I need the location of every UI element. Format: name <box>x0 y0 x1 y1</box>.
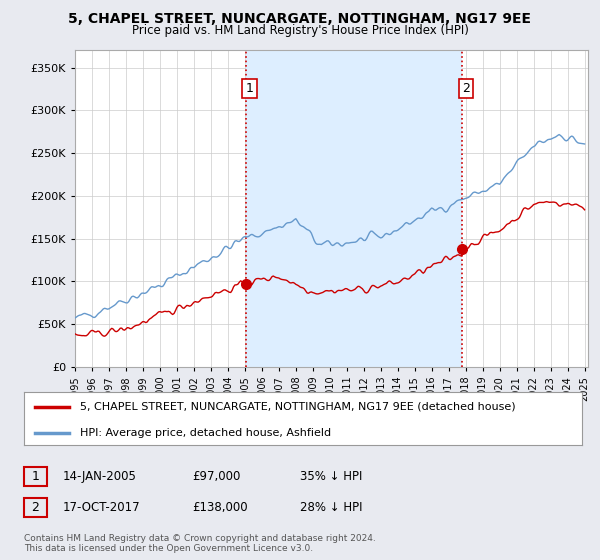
Text: Contains HM Land Registry data © Crown copyright and database right 2024.
This d: Contains HM Land Registry data © Crown c… <box>24 534 376 553</box>
Text: £138,000: £138,000 <box>192 501 248 514</box>
Bar <box>245 50 462 367</box>
Text: 2: 2 <box>462 82 470 95</box>
Text: Price paid vs. HM Land Registry's House Price Index (HPI): Price paid vs. HM Land Registry's House … <box>131 24 469 36</box>
Text: 5, CHAPEL STREET, NUNCARGATE, NOTTINGHAM, NG17 9EE (detached house): 5, CHAPEL STREET, NUNCARGATE, NOTTINGHAM… <box>80 402 515 412</box>
Text: 1: 1 <box>245 82 253 95</box>
Text: 1: 1 <box>31 470 40 483</box>
Text: 5, CHAPEL STREET, NUNCARGATE, NOTTINGHAM, NG17 9EE: 5, CHAPEL STREET, NUNCARGATE, NOTTINGHAM… <box>68 12 532 26</box>
Text: 17-OCT-2017: 17-OCT-2017 <box>63 501 140 514</box>
Text: 28% ↓ HPI: 28% ↓ HPI <box>300 501 362 514</box>
Text: 2: 2 <box>31 501 40 514</box>
Text: £97,000: £97,000 <box>192 470 241 483</box>
Text: 14-JAN-2005: 14-JAN-2005 <box>63 470 137 483</box>
Text: 35% ↓ HPI: 35% ↓ HPI <box>300 470 362 483</box>
Text: HPI: Average price, detached house, Ashfield: HPI: Average price, detached house, Ashf… <box>80 428 331 438</box>
